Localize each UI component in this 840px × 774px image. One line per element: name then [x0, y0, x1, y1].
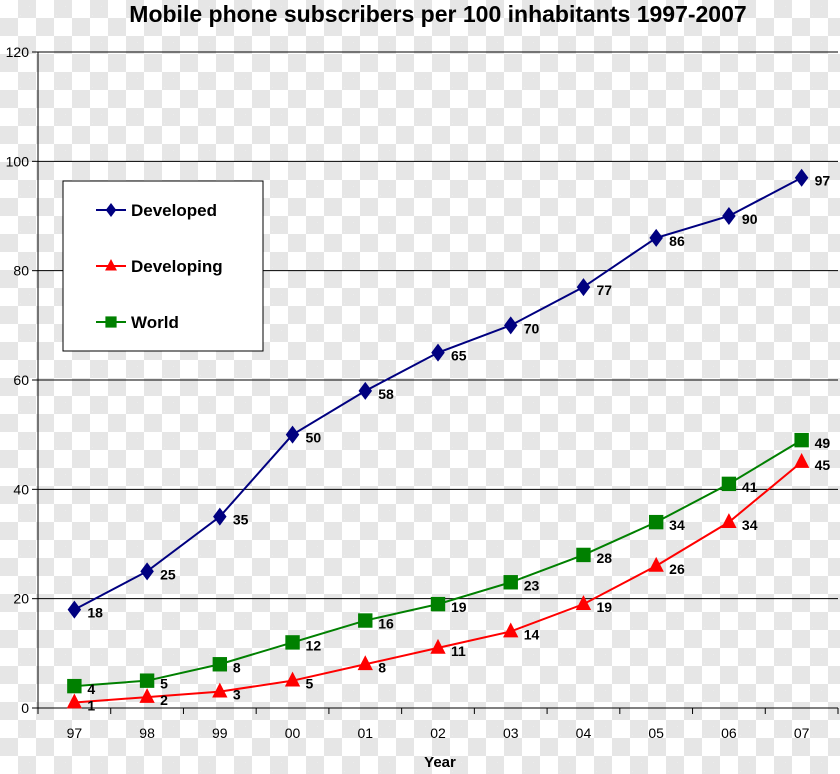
data-point-developed	[722, 207, 736, 225]
data-point-developed	[431, 343, 445, 362]
data-point-world	[794, 432, 809, 448]
data-label-developed: 18	[87, 605, 103, 621]
data-point-developing	[139, 688, 155, 703]
data-label-developed: 86	[669, 233, 685, 249]
x-tick-label: 02	[430, 725, 446, 741]
data-label-world: 23	[524, 577, 540, 593]
data-label-developed: 65	[451, 348, 467, 364]
data-label-developing: 1	[87, 698, 95, 714]
data-label-world: 5	[160, 676, 168, 692]
data-label-developing: 3	[233, 687, 241, 703]
data-label-world: 49	[815, 435, 831, 451]
data-point-developed	[649, 228, 663, 247]
data-point-world	[503, 575, 518, 590]
data-point-developed	[67, 600, 82, 619]
legend-label-developing: Developing	[131, 257, 223, 276]
data-point-world	[285, 635, 300, 650]
axes-layer: 0 20 40 60 80 100 120 97 98 99 00 01 02 03 04 05 06 07	[6, 44, 839, 741]
x-tick-label: 05	[648, 725, 664, 741]
data-label-developed: 35	[233, 512, 249, 528]
data-point-world	[576, 547, 591, 563]
data-point-developing	[575, 595, 592, 610]
data-point-developing	[66, 693, 83, 709]
data-point-world	[648, 514, 664, 530]
data-label-world: 4	[87, 681, 95, 697]
chart-title: Mobile phone subscribers per 100 inhabit…	[129, 1, 746, 27]
data-label-developed: 77	[596, 282, 612, 298]
legend-marker-world	[105, 316, 117, 328]
x-tick-label: 97	[67, 725, 83, 741]
data-label-developing: 5	[306, 676, 314, 692]
data-label-developed: 25	[160, 566, 176, 582]
legend-label-world: World	[131, 313, 179, 332]
data-point-world	[212, 657, 228, 672]
x-tick-label: 03	[503, 725, 519, 741]
data-point-world	[139, 673, 155, 688]
data-point-developed	[503, 316, 518, 335]
data-label-developing: 14	[524, 626, 540, 642]
legend: Developed Developing World	[62, 180, 264, 352]
data-point-developing	[648, 556, 664, 572]
y-tick-label: 40	[13, 481, 29, 497]
data-point-developing	[212, 682, 228, 698]
x-tick-label: 00	[285, 725, 301, 741]
data-label-developed: 97	[815, 173, 831, 189]
series-line-developing	[74, 461, 803, 704]
data-point-developing	[721, 513, 737, 528]
data-label-developed: 58	[378, 386, 394, 402]
data-label-developed: 70	[524, 320, 540, 336]
y-tick-label: 0	[21, 700, 29, 716]
data-label-world: 12	[306, 637, 322, 653]
data-label-world: 41	[742, 479, 758, 495]
data-point-world	[721, 476, 737, 492]
data-label-world: 34	[669, 517, 685, 533]
data-label-developing: 8	[378, 659, 386, 675]
data-label-developing: 2	[160, 692, 168, 708]
data-point-developed	[358, 381, 373, 400]
data-point-developing	[284, 671, 301, 687]
y-tick-label: 80	[13, 263, 29, 279]
data-label-developing: 19	[596, 599, 612, 615]
data-point-developing	[430, 638, 446, 654]
data-point-developing	[793, 453, 810, 468]
data-point-developed	[794, 168, 809, 187]
legend-marker-developing	[105, 259, 117, 271]
x-tick-label: 98	[139, 725, 155, 741]
data-point-developed	[576, 278, 591, 297]
data-point-developed	[285, 425, 300, 444]
data-label-developing: 11	[451, 643, 466, 659]
y-tick-label: 20	[13, 591, 29, 607]
data-label-developed: 90	[742, 211, 758, 227]
data-label-developed: 50	[306, 430, 322, 446]
data-label-world: 19	[451, 599, 467, 615]
y-tick-label: 100	[6, 153, 30, 169]
legend-label-developed: Developed	[131, 201, 217, 220]
data-point-world	[67, 678, 82, 694]
y-tick-label: 120	[6, 44, 30, 60]
data-point-world	[430, 596, 446, 612]
x-tick-label: 01	[357, 725, 373, 741]
x-axis-title: Year	[424, 754, 456, 769]
data-point-developed	[140, 562, 154, 581]
data-point-developed	[213, 507, 227, 526]
data-label-world: 16	[378, 616, 394, 632]
data-label-world: 8	[233, 659, 241, 675]
y-tick-label: 60	[13, 372, 29, 388]
data-label-developing: 45	[815, 457, 831, 473]
data-point-world	[358, 613, 373, 628]
x-tick-label: 99	[212, 725, 228, 741]
data-point-developing	[357, 655, 373, 671]
x-tick-label: 06	[721, 725, 737, 741]
x-tick-label: 04	[576, 725, 592, 741]
data-label-developing: 34	[742, 517, 758, 533]
x-tick-label: 07	[794, 725, 810, 741]
data-label-developing: 26	[669, 561, 685, 577]
data-point-developing	[503, 622, 519, 638]
legend-marker-developed	[105, 203, 117, 217]
data-label-world: 28	[596, 550, 612, 566]
series-layer	[66, 168, 810, 709]
